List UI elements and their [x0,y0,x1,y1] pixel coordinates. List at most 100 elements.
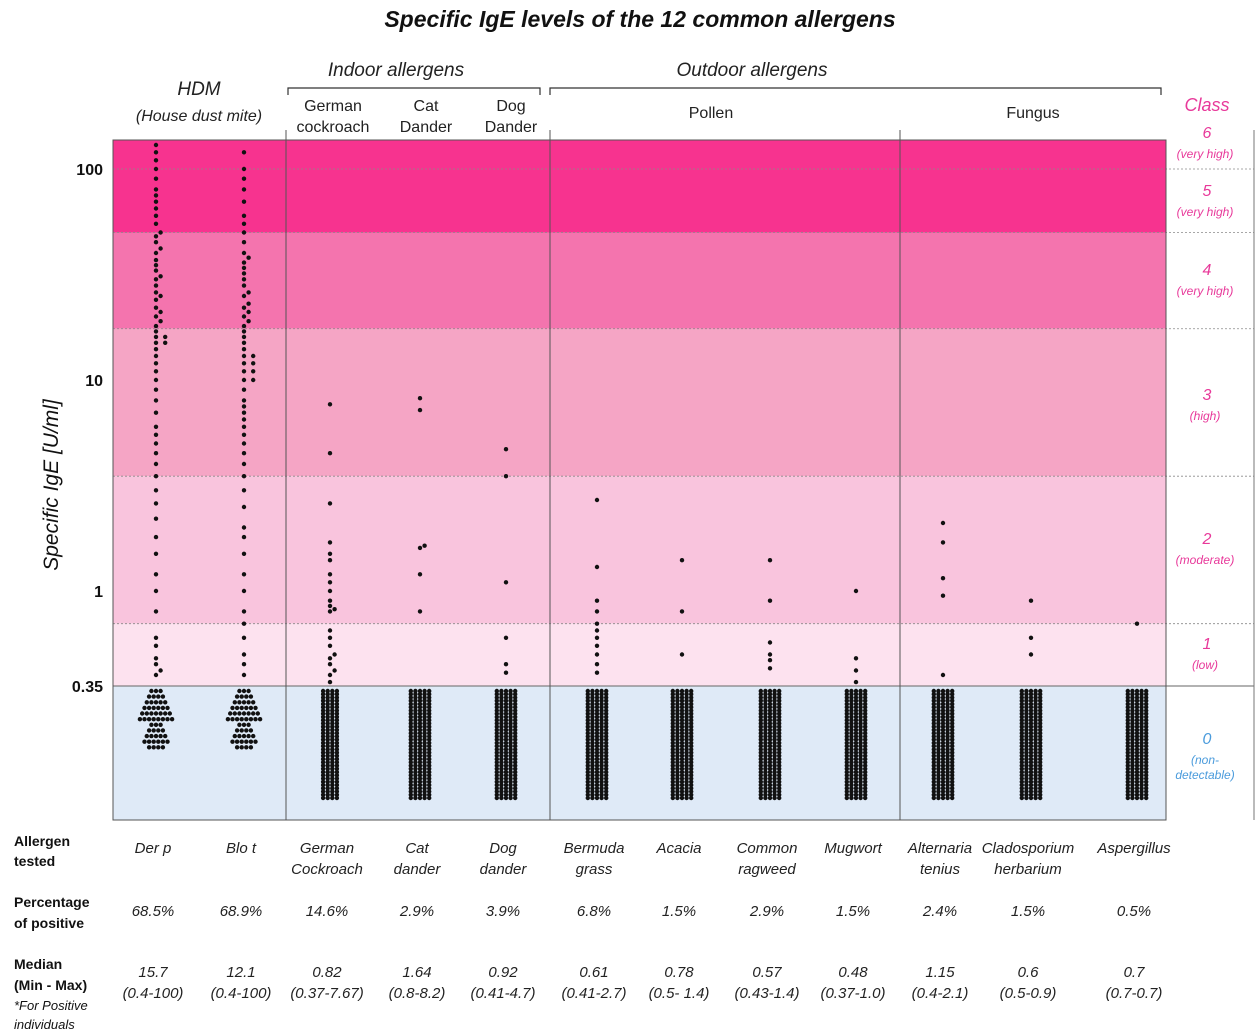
data-point [863,795,868,801]
data-point [863,692,868,697]
data-point [327,558,333,563]
data-point [503,724,509,729]
data-point [853,727,859,733]
data-point [940,763,946,768]
data-point [325,782,330,788]
data-point [413,743,418,749]
data-point [863,695,868,700]
data-point [684,792,689,797]
data-point [499,750,504,755]
data-point [494,731,499,736]
data-point [844,740,849,746]
data-point [1033,692,1038,697]
data-point [1033,779,1038,784]
data-point [1139,756,1144,762]
data-point [1125,786,1131,791]
data-point [945,789,950,794]
data-point [945,763,950,768]
data-point [689,701,694,707]
data-point [936,766,941,771]
data-point [1125,753,1131,758]
data-point [417,731,423,736]
data-point [499,769,504,775]
data-point [585,779,590,784]
data-point [246,255,251,260]
data-point [1038,760,1043,765]
data-point [163,340,168,345]
data-point [1130,714,1135,720]
data-point [508,743,513,749]
data-point [513,718,518,723]
data-point [508,740,513,746]
data-point [931,718,936,723]
data-point [241,417,247,422]
data-point [849,740,854,746]
data-point [1028,727,1034,733]
data-point [334,688,340,694]
data-point [1134,766,1140,771]
data-point [1130,734,1135,739]
data-point [1038,789,1043,794]
data-point [604,786,609,791]
data-point [503,750,509,755]
data-point [931,756,936,762]
data-point [590,705,595,710]
group-hdm-label: HDM [177,79,220,100]
data-point [417,776,423,781]
data-point [153,361,159,366]
data-point [844,724,849,729]
data-point [1019,773,1024,778]
data-point [689,731,694,736]
data-point [950,701,955,707]
data-point [844,750,849,755]
data-point [156,717,161,722]
data-point [950,743,955,749]
data-point [503,795,509,801]
data-point [153,221,159,226]
data-point [1024,760,1029,765]
data-point [327,588,333,594]
data-point [1024,721,1029,726]
data-point [153,424,159,429]
data-point [330,695,335,700]
data-point [1038,721,1043,726]
data-point [675,747,680,752]
data-point [590,737,595,742]
data-point [422,731,427,736]
data-point [325,695,330,700]
data-point [427,705,432,710]
data-point [1024,769,1029,775]
data-point [858,701,863,707]
median-value: 1.15 [925,964,955,981]
data-point [325,776,330,781]
data-point [594,737,600,742]
data-point [153,609,159,614]
data-point [1028,747,1034,752]
data-point [590,792,595,797]
data-point [1019,698,1024,703]
data-point [241,474,247,479]
data-point [330,718,335,723]
data-point [149,700,154,705]
data-point [590,779,595,784]
data-point [1134,743,1140,749]
data-point [844,708,849,713]
data-point [777,773,782,778]
data-point [320,731,326,736]
data-point [499,721,504,726]
percentage-positive: 2.9% [749,903,784,920]
median-value: 12.1 [226,964,255,981]
data-point [1144,711,1149,716]
data-point [1019,731,1024,736]
class-number: 4 [1203,262,1212,279]
data-point [849,763,854,768]
data-point [599,695,604,700]
data-point [508,766,513,771]
data-point [241,377,247,383]
data-point [689,763,694,768]
data-point [863,750,868,755]
data-point [417,714,423,720]
data-point [1134,776,1140,781]
data-point [1139,782,1144,788]
data-point [590,750,595,755]
